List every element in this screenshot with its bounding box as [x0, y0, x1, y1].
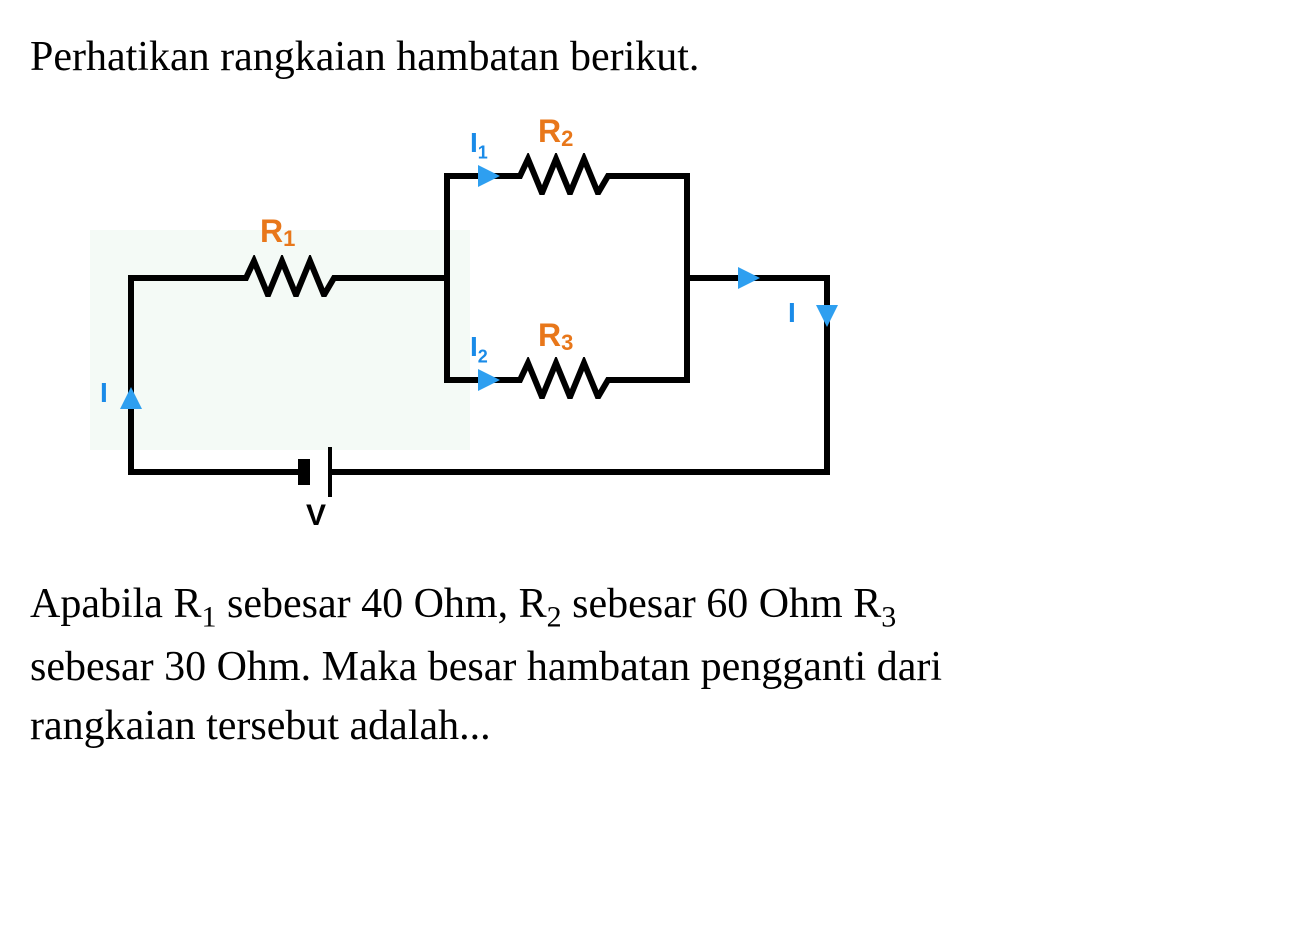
battery-negative: [298, 459, 310, 485]
label-i-left: I: [100, 377, 108, 409]
label-r1: R1: [260, 213, 295, 252]
wire-r3-left: [444, 377, 510, 383]
label-v: V: [306, 499, 326, 533]
battery-positive: [328, 447, 332, 497]
wire-after-r1: [346, 275, 450, 281]
wire-left: [128, 275, 134, 475]
wire-parallel-left: [444, 173, 450, 383]
circuit-diagram: R1 R2 R3 I1 I2 I I V: [90, 115, 870, 535]
label-i1: I1: [470, 127, 488, 164]
answer-text: Apabila R1 sebesar 40 Ohm, R2 sebesar 60…: [30, 575, 1270, 756]
label-r3: R3: [538, 317, 573, 356]
label-i2: I2: [470, 331, 488, 368]
arrow-i2: [478, 369, 500, 391]
wire-bottom-right: [332, 469, 830, 475]
wire-bottom-left: [128, 469, 300, 475]
wire-r2-left: [444, 173, 510, 179]
wire-r3-right: [620, 377, 690, 383]
question-prefix: Perhatikan rangkaian hambatan berikut.: [30, 30, 1270, 85]
label-i-right: I: [788, 297, 796, 329]
arrow-i-left: [120, 387, 142, 409]
resistor-r2: [510, 153, 620, 195]
label-r2: R2: [538, 113, 573, 152]
resistor-r3: [510, 357, 620, 399]
arrow-i1: [478, 165, 500, 187]
wire-r2-right: [620, 173, 690, 179]
arrow-i-right-h: [738, 267, 760, 289]
resistor-r1: [236, 255, 346, 297]
arrow-i-right-v: [816, 305, 838, 327]
wire-top-left: [128, 275, 236, 281]
